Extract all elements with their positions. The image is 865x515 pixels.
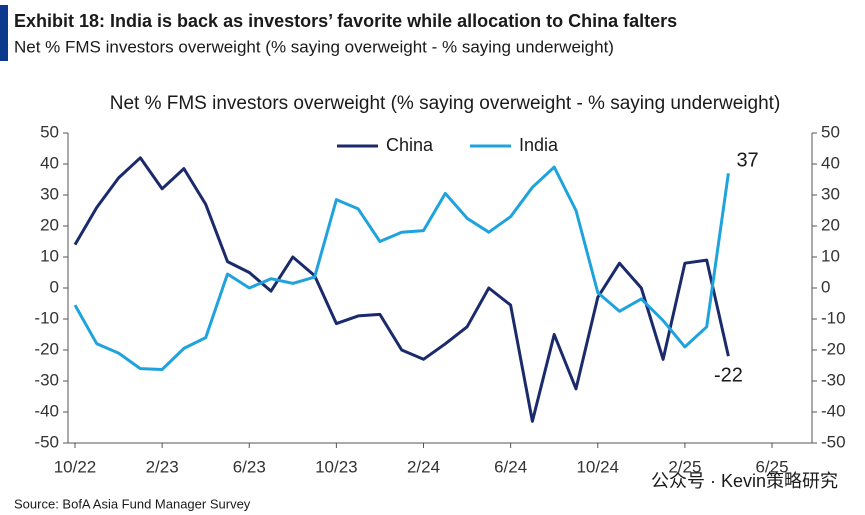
series-line: [73, 156, 730, 423]
x-tick-label: 6/25: [755, 457, 788, 476]
y-tick-label: -40: [34, 401, 59, 420]
y2-tick-label: -10: [821, 308, 846, 327]
legend-label: India: [519, 135, 559, 155]
end-label: 37: [736, 150, 758, 172]
y-tick-label: -30: [34, 370, 59, 389]
series-line: [73, 165, 730, 371]
y-tick-label: 0: [50, 277, 59, 296]
source: Source: BofA Asia Fund Manager Survey: [14, 496, 251, 511]
x-tick-label: 6/24: [494, 457, 527, 476]
y-tick-label: 40: [40, 153, 59, 172]
y2-tick-label: -20: [821, 339, 846, 358]
end-label: -22: [714, 364, 743, 386]
x-tick-label: 2/23: [146, 457, 179, 476]
y-tick-label: 30: [40, 184, 59, 203]
header-bar: [0, 5, 8, 61]
x-tick-label: 10/24: [576, 457, 619, 476]
legend-label: China: [386, 135, 434, 155]
x-tick-label: 10/22: [54, 457, 97, 476]
y2-tick-label: 50: [821, 122, 840, 141]
y2-tick-label: -30: [821, 370, 846, 389]
watermark: 公众号 · Kevin策略研究: [651, 471, 838, 491]
x-tick-label: 6/23: [233, 457, 266, 476]
y2-tick-label: 30: [821, 184, 840, 203]
y-tick-label: -20: [34, 339, 59, 358]
y-tick-label: -50: [34, 432, 59, 451]
x-tick-label: 10/23: [315, 457, 358, 476]
y-tick-label: 10: [40, 246, 59, 265]
y2-tick-label: 0: [821, 277, 830, 296]
x-tick-label: 2/25: [668, 457, 701, 476]
y2-tick-label: 40: [821, 153, 840, 172]
chart-title: Net % FMS investors overweight (% saying…: [110, 93, 781, 114]
x-tick-label: 2/24: [407, 457, 440, 476]
y-tick-label: 20: [40, 215, 59, 234]
y-tick-label: 50: [40, 122, 59, 141]
y2-tick-label: 10: [821, 246, 840, 265]
y-tick-label: -10: [34, 308, 59, 327]
y2-tick-label: 20: [821, 215, 840, 234]
exhibit-title: Exhibit 18: India is back as investors’ …: [14, 11, 677, 31]
y2-tick-label: -50: [821, 432, 846, 451]
y2-tick-label: -40: [821, 401, 846, 420]
exhibit-subtitle: Net % FMS investors overweight (% saying…: [14, 37, 614, 56]
